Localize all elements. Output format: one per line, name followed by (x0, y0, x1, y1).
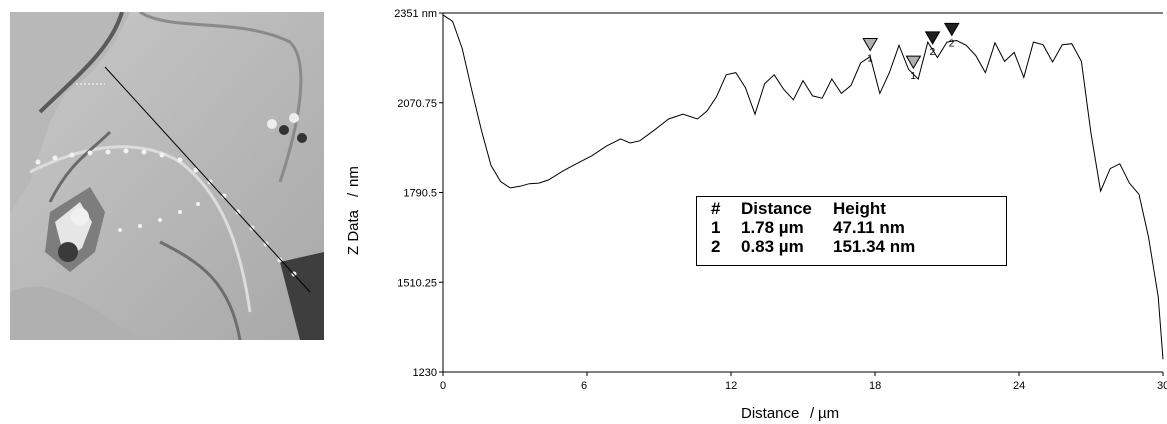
marker-triangle (905, 55, 922, 70)
y-tick-label: 1790.5 (403, 188, 437, 200)
x-axis-title: Distance / µm (741, 405, 839, 422)
marker-triangle (862, 38, 879, 52)
profile-line (442, 14, 1164, 360)
table-cell-distance: 1.78 µm (741, 218, 804, 237)
x-axis-unit: µm (818, 405, 839, 422)
chart-series (442, 14, 1164, 360)
x-tick-label: 18 (869, 380, 881, 392)
x-axis-label: Distance (741, 405, 799, 422)
marker-triangle (943, 22, 960, 37)
y-tick-label: 2351 nm (394, 8, 437, 20)
y-tick-label: 1510.25 (397, 277, 437, 289)
table-row: 2 0.83 µm 151.34 nm (711, 237, 983, 256)
table-cell-height: 151.34 nm (833, 237, 916, 256)
x-tick-label: 0 (440, 380, 446, 392)
x-axis-slash: / (810, 405, 815, 422)
measurement-table: # Distance Height 1 1.78 µm 47.11 nm 2 0… (696, 196, 1007, 266)
x-tick-label: 24 (1013, 380, 1025, 392)
y-tick-label: 2070.75 (397, 98, 437, 110)
y-axis-slash: / (345, 192, 362, 197)
x-tick-label: 12 (725, 380, 737, 392)
table-header-row: # Distance Height (711, 199, 983, 218)
marker-label: 2 (949, 38, 955, 49)
table-header-height: Height (833, 199, 886, 218)
chart-axes (442, 12, 1163, 373)
marker-label: 1 (867, 54, 873, 65)
afm-topography-image (10, 12, 324, 340)
marker-label: 2 (930, 47, 936, 58)
table-cell-index: 1 (711, 218, 721, 237)
x-tick-label: 6 (581, 380, 587, 392)
marker-label: 1 (910, 71, 916, 82)
y-axis-label: Z Data (345, 209, 362, 255)
table-cell-distance: 0.83 µm (741, 237, 804, 256)
x-tick-label: 30 µm (1157, 380, 1167, 392)
marker-triangle (924, 31, 941, 45)
y-axis-title: Z Data / nm (345, 166, 362, 255)
table-row: 1 1.78 µm 47.11 nm (711, 218, 983, 237)
table-cell-index: 2 (711, 237, 721, 256)
y-tick-label: 1230 (413, 367, 437, 379)
table-header-distance: Distance (741, 199, 812, 218)
chart-markers: 1 1 2 2 (862, 22, 960, 82)
table-cell-height: 47.11 nm (833, 218, 905, 237)
y-axis-unit: nm (345, 166, 362, 187)
table-header-index: # (711, 199, 721, 218)
